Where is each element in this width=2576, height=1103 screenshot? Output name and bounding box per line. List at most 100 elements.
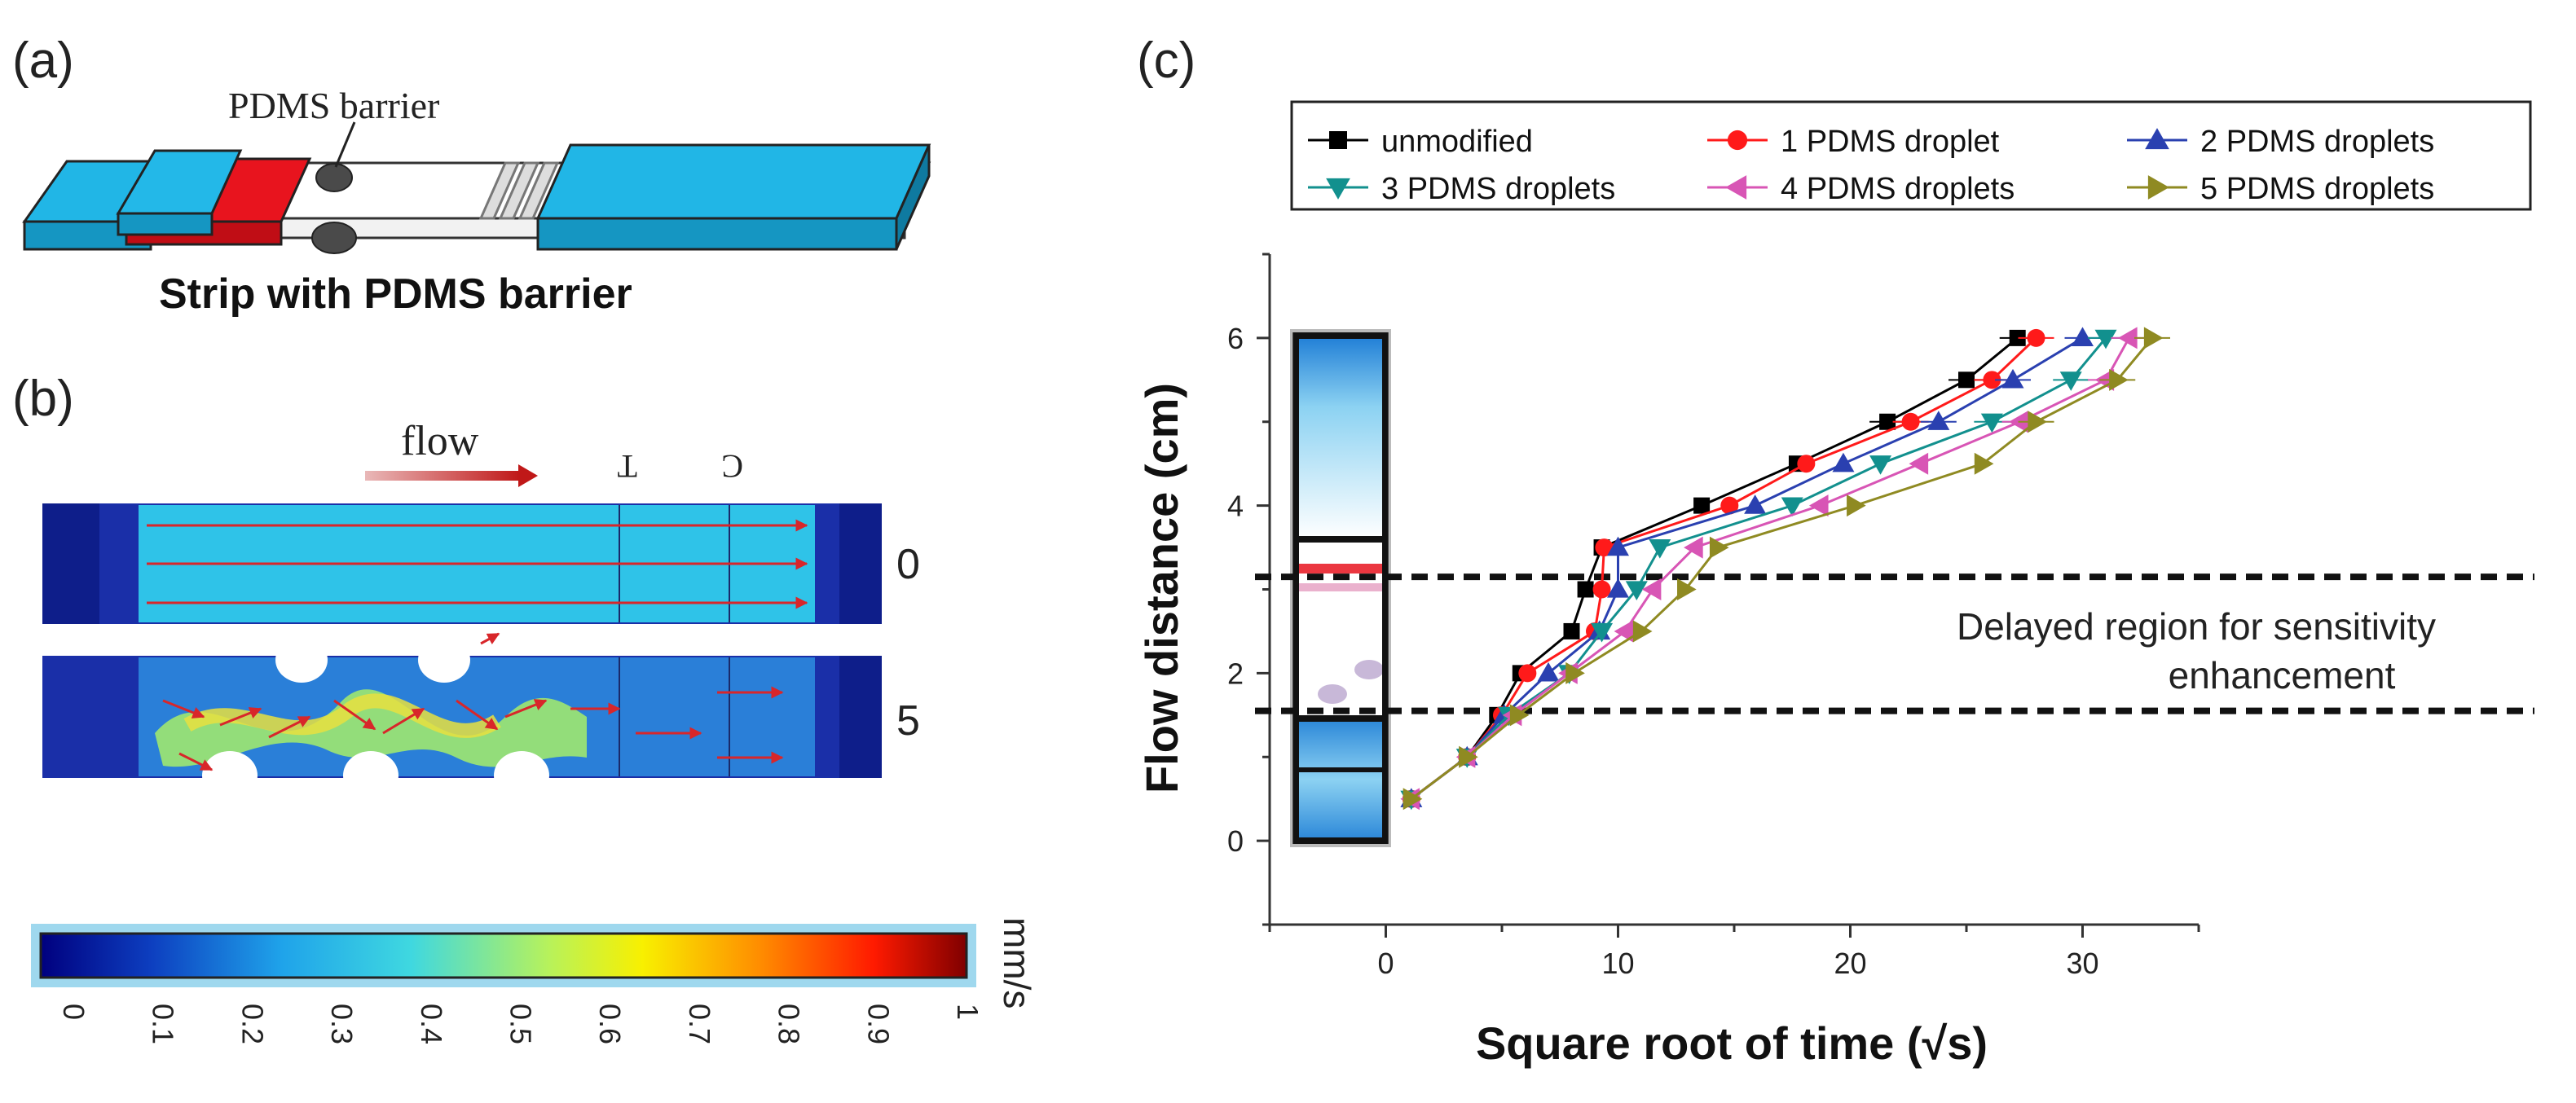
legend-item-4: 3 PDMS droplets [1308, 172, 1615, 206]
strip-inset [1290, 329, 1391, 847]
legend-marker [1329, 131, 1347, 149]
colorbar-tick-label: 0.2 [236, 1004, 269, 1044]
x-tick-label: 30 [2066, 947, 2098, 980]
legend-label: 2 PDMS droplets [2200, 125, 2434, 159]
colorbar-tick-label: 0.1 [147, 1004, 180, 1044]
series-6 [1402, 327, 2170, 811]
flow-arrow-shaft [365, 471, 520, 481]
delay-region-lines [1255, 573, 2534, 714]
data-point [2109, 368, 2129, 391]
flow-label: flow [401, 418, 479, 464]
colorbar-tick-label: 0.8 [773, 1004, 806, 1044]
data-point [1641, 578, 1662, 600]
annotation-line-1: Delayed region for sensitivity [1957, 605, 2436, 648]
map-5-droplet-1 [275, 637, 328, 683]
map-0-right-dark [839, 503, 882, 624]
panel-label-a: (a) [12, 33, 74, 89]
absorbent-pad-top [535, 143, 931, 220]
colorbar-tick-label: 1 [951, 1004, 984, 1020]
x-tick-label: 10 [1601, 947, 1634, 980]
inset-spot-2 [1354, 660, 1384, 679]
chart: unmodified 1 PDMS droplet 2 PDMS droplets 3… [1136, 100, 2534, 1069]
data-point [1958, 371, 1975, 389]
legend-marker [1727, 130, 1748, 151]
panel-label-b: (b) [12, 371, 74, 427]
series-line [1410, 336, 2037, 800]
legend-label: 1 PDMS droplet [1781, 125, 2000, 159]
data-point [2001, 368, 2024, 389]
legend-item-5: 4 PDMS droplets [1707, 172, 2015, 206]
data-point [1591, 622, 1614, 643]
legend-label: unmodified [1381, 125, 1533, 159]
data-series [1400, 327, 2170, 811]
inset-shadow [1290, 329, 1391, 847]
map-0-vectors [147, 519, 808, 609]
data-point [1614, 620, 1634, 643]
data-point [1684, 536, 1703, 559]
annotation-line-2: enhancement [2169, 654, 2396, 697]
map-5-droplet-3 [202, 751, 258, 800]
line-label-c: C [721, 448, 743, 485]
inset-control-line [1299, 583, 1382, 591]
legend-label: 5 PDMS droplets [2200, 172, 2434, 206]
data-point [1709, 536, 1729, 559]
data-point [1879, 413, 1896, 430]
legend: unmodified 1 PDMS droplet 2 PDMS droplets 3… [1308, 125, 2434, 206]
y-tick-label: 6 [1227, 322, 1244, 355]
series-1 [1402, 329, 2036, 807]
data-point [1565, 661, 1585, 684]
pdms-droplet-top [315, 163, 353, 192]
legend-item-3: 2 PDMS droplets [2127, 125, 2434, 159]
legend-label: 4 PDMS droplets [1781, 172, 2015, 206]
data-point [2143, 327, 2164, 349]
data-point [1832, 452, 1855, 472]
y-tick-label: 4 [1227, 490, 1244, 523]
colorbar-tick-label: 0.9 [861, 1004, 895, 1044]
legend-marker [1326, 178, 1350, 200]
overlap-pad-front [117, 212, 214, 236]
data-point [1781, 497, 1803, 517]
x-tick-label: 20 [1834, 947, 1866, 980]
data-point [1649, 538, 1671, 559]
map-5-droplet-5 [494, 751, 549, 800]
data-point [1509, 704, 1530, 727]
data-point [1693, 497, 1711, 514]
strip-illustration: PDMS barrier Strip with PDMS barrier [22, 85, 931, 318]
data-point [1983, 371, 2001, 389]
legend-item-6: 5 PDMS droplets [2127, 172, 2434, 206]
data-point [1847, 494, 1866, 517]
callout-leader [334, 121, 356, 168]
line-label-t: T [618, 448, 637, 485]
data-point [2027, 328, 2045, 347]
data-point [1909, 452, 1929, 475]
data-point [1625, 581, 1648, 600]
colorbar-tick-label: 0.7 [683, 1004, 716, 1044]
y-axis-label: Flow distance (cm) [1136, 383, 1187, 793]
data-point [1459, 745, 1478, 768]
data-point [1402, 788, 1423, 811]
data-point [1901, 412, 1920, 431]
axis-ticks: 0 10 20 30 0 2 4 6 [1227, 253, 2200, 980]
colorbar-tick-label: 0.4 [415, 1004, 448, 1044]
legend-marker [1725, 175, 1747, 200]
y-tick-label: 0 [1227, 824, 1244, 858]
map-5-vectors [162, 632, 784, 771]
legend-box [1290, 100, 2532, 211]
data-point [2009, 329, 2026, 346]
map-0-row-label: 0 [896, 541, 920, 588]
x-tick-label: 0 [1377, 947, 1394, 980]
series-line [1410, 336, 2019, 800]
colorbar-tick-label: 0.3 [325, 1004, 359, 1044]
map-5-row-label: 5 [896, 697, 920, 745]
absorbent-pad-side [895, 144, 931, 250]
data-point [1607, 536, 1629, 556]
data-point [1869, 455, 1892, 475]
data-point [2059, 371, 2082, 391]
inset-test-line [1299, 564, 1382, 573]
pdms-droplet-bottom [311, 222, 357, 254]
data-point [1808, 494, 1829, 517]
legend-item-2: 1 PDMS droplet [1707, 125, 2000, 159]
velocity-maps: flow T C 0 [31, 418, 1038, 1044]
inset-pad-bottom [1296, 718, 1385, 841]
